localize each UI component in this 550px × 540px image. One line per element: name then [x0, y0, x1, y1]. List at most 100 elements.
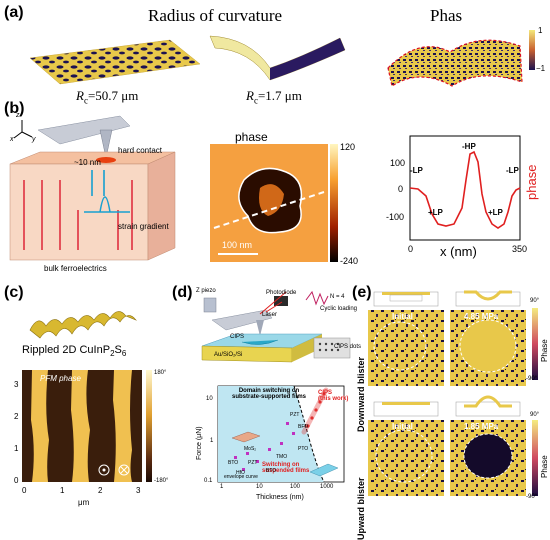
- axis-x-label: x: [10, 136, 14, 143]
- pfm-xtick-3: 3: [136, 486, 141, 495]
- bulk-ferroelectrics-label: bulk ferroelectrics: [44, 264, 107, 273]
- panel-a-title-right: Phas: [430, 6, 463, 25]
- pfm-colorbar: [146, 370, 152, 482]
- n-cycles-label: N = 4: [330, 294, 345, 300]
- force-ytick-0p1: 0.1: [204, 478, 213, 484]
- rippled-membrane-map: [387, 39, 523, 87]
- rc-label-1: Rc=50.7 μm: [76, 88, 139, 106]
- material-pzt-2: PZT: [248, 460, 258, 466]
- pfm-xtick-0: 0: [22, 486, 27, 495]
- material-pzt-1: PZT: [290, 412, 300, 418]
- pfm-phase-label: PFM phase: [40, 374, 81, 383]
- material-mos2: MoS₂: [244, 446, 257, 452]
- afm-cantilever: [37, 115, 131, 145]
- axis-y-label: y: [32, 136, 36, 143]
- pfm-xtick-1: 1: [60, 486, 65, 495]
- annotation-plus-lp-left: +LP: [428, 208, 443, 217]
- cips-work-annotation: CIPS (this work): [318, 390, 349, 402]
- material-bto-2: BTO: [266, 468, 277, 474]
- phase-colorbar-max: 120: [340, 142, 356, 152]
- force-xtick-1: 1: [220, 484, 224, 490]
- material-bfo: BFO: [298, 424, 309, 430]
- profile-ytick-neg100: -100: [386, 212, 405, 222]
- force-xlabel: Thickness (nm): [256, 494, 304, 501]
- contact-spot: [96, 157, 116, 163]
- force-xtick-100: 100: [290, 484, 301, 490]
- upward-initial-map: [368, 420, 444, 496]
- annotation-lp-right: -LP: [506, 166, 519, 175]
- row1-colorbar-max: 90°: [530, 298, 540, 304]
- force-xtick-1000: 1000: [320, 484, 334, 490]
- substrate-supported-region: [218, 386, 324, 482]
- row1-pressure-label: 4.85 MPa: [464, 312, 499, 321]
- force-ytick-1: 1: [210, 438, 214, 444]
- panel-label-b: (b): [4, 100, 25, 117]
- panel-label-c: (c): [4, 284, 24, 301]
- pfm-ytick-2: 2: [14, 412, 19, 421]
- axis-z-label: z: [16, 112, 20, 119]
- panel-a-colorbar: [529, 30, 535, 70]
- profile-xtick-0: 0: [408, 244, 414, 254]
- annotation-lp-left: -LP: [410, 166, 423, 175]
- hard-contact-label: hard contact: [118, 146, 163, 155]
- cips-label: CIPS: [230, 334, 245, 340]
- depth-label: ~10 nm: [74, 158, 101, 167]
- phase-colorbar: [330, 144, 338, 262]
- row1-colorbar: [532, 308, 538, 380]
- annotation-hp: -HP: [462, 142, 476, 151]
- row2-colorbar-max: 90°: [530, 412, 540, 418]
- panel-a-title: Radius of curvature: [148, 6, 283, 25]
- phase-image-title: phase: [235, 130, 268, 144]
- row1-colorbar-min: -90°: [526, 376, 538, 382]
- cyclic-loading-label: Cyclic loading: [320, 306, 358, 312]
- row1-initial-label: Initial: [392, 312, 413, 321]
- panel-label-a: (a): [4, 4, 24, 21]
- rippled-film-schematic: [29, 311, 137, 339]
- material-bto-1: BTO: [228, 460, 239, 466]
- panel-a-figures: [29, 30, 535, 87]
- envelope-curve-label: envelope curve: [224, 474, 258, 480]
- pfm-ytick-0: 0: [14, 476, 19, 485]
- row2-initial-label: Initial: [392, 422, 413, 431]
- pfm-xlabel: μm: [78, 498, 90, 507]
- profile-ytick-100: 100: [390, 158, 406, 168]
- blister-phase-maps: [368, 290, 538, 496]
- laser-label: Laser: [262, 312, 278, 318]
- strain-gradient-label: strain gradient: [118, 222, 169, 231]
- pfm-phase-map: [22, 370, 152, 482]
- annotation-plus-lp-right: +LP: [488, 208, 503, 217]
- cips-dots-label: CIPS dots: [334, 344, 362, 350]
- row2-colorbar-min: -90°: [526, 494, 538, 500]
- profile-xlabel: x (nm): [440, 244, 477, 259]
- z-piezo-label: Z piezo: [196, 288, 216, 294]
- row2-pressure-label: 1.85 MPa: [464, 422, 499, 431]
- panel-b-schematic: [9, 115, 176, 261]
- suspended-films-annotation: Switching on suspended films: [262, 462, 310, 474]
- downward-initial-map: [368, 310, 444, 386]
- rc-label-2: Rc=1.7 μm: [246, 88, 302, 106]
- panel-label-e: (e): [352, 284, 372, 301]
- force-thickness-plot: [217, 385, 345, 483]
- rippled-caption: Rippled 2D CuInP2S6: [22, 344, 127, 359]
- pfm-xtick-2: 2: [98, 486, 103, 495]
- substrate-films-annotation: Domain switching on substrate-supported f…: [232, 388, 307, 400]
- force-ytick-10: 10: [206, 396, 213, 402]
- profile-xtick-350: 350: [512, 244, 528, 254]
- photodiode-label: Photodiode: [266, 290, 297, 296]
- scalebar-label: 100 nm: [222, 240, 253, 250]
- material-hfo: HfO: [236, 470, 245, 476]
- flat-membrane-map: [29, 39, 201, 85]
- pfm-colorbar-min: -180°: [154, 478, 169, 484]
- material-pto: PTO: [298, 446, 309, 452]
- pfm-colorbar-max: 180°: [154, 370, 167, 376]
- profile-ytick-0: 0: [398, 184, 404, 194]
- panel-a-colorbar-min: −1: [536, 64, 546, 73]
- phase-profile-plot: [409, 135, 521, 241]
- material-tmo: TMO: [276, 454, 288, 460]
- phase-image: [210, 144, 338, 262]
- substrate-label: Au/SiO₂/Si: [214, 352, 243, 358]
- row2-colorbar: [532, 420, 538, 496]
- pfm-ytick-3: 3: [14, 380, 19, 389]
- panel-label-d: (d): [172, 284, 193, 301]
- suspended-setup-schematic: [201, 290, 351, 363]
